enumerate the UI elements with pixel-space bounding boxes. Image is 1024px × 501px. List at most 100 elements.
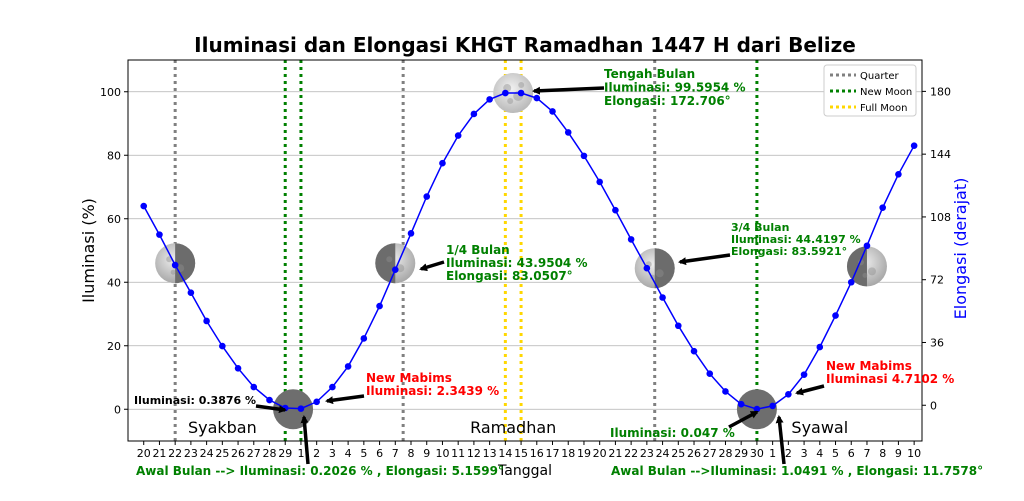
annotation-text: 1/4 Bulan [446, 243, 510, 257]
x-tick-label: 9 [423, 447, 430, 460]
data-point [391, 266, 399, 274]
x-tick-label: 21 [152, 447, 166, 460]
y-tick-label: 0 [114, 403, 121, 416]
x-tick-label: 12 [467, 447, 481, 460]
data-point [643, 264, 651, 272]
x-tick-label: 11 [451, 447, 465, 460]
x-tick-label: 7 [392, 447, 399, 460]
x-tick-label: 22 [624, 447, 638, 460]
data-point [674, 322, 682, 330]
data-point [800, 371, 808, 378]
data-point [171, 261, 179, 269]
annotation-text: New Mabims [366, 371, 452, 385]
annotation-text: Iluminasi: 43.9504 % [446, 256, 587, 270]
x-tick-label: 4 [816, 447, 823, 460]
x-tick-label: 18 [561, 447, 575, 460]
annotation-arrow [532, 86, 605, 95]
y-tick-label: 40 [107, 276, 121, 289]
data-point [549, 108, 556, 115]
y2-tick-label: 0 [930, 399, 937, 412]
data-point [627, 236, 635, 243]
legend-label: New Moon [860, 87, 912, 98]
data-point [329, 383, 336, 391]
x-tick-label: 3 [801, 447, 808, 460]
x-tick-label: 1 [297, 447, 304, 460]
y-tick-label: 20 [107, 340, 121, 353]
x-tick-label: 7 [863, 447, 870, 460]
x-tick-label: 17 [546, 447, 560, 460]
annotation-arrow [728, 410, 759, 429]
annotation-arrow [795, 384, 825, 396]
annotation-text: Iluminasi: 2.3439 % [366, 384, 499, 398]
data-point [832, 312, 839, 319]
y2-tick-label: 144 [930, 148, 951, 161]
data-point [722, 388, 729, 395]
x-tick-label: 20 [593, 447, 607, 460]
x-tick-label: 5 [832, 447, 839, 460]
data-point [219, 342, 226, 350]
x-tick-label: 26 [231, 447, 245, 460]
data-point [486, 96, 493, 103]
data-point [596, 178, 603, 186]
annotation-text: Elongasi: 172.706° [604, 94, 731, 108]
y-tick-label: 60 [107, 213, 121, 226]
data-point [470, 110, 478, 118]
data-point [816, 343, 824, 351]
data-point [612, 206, 619, 214]
x-tick-label: 6 [376, 447, 383, 460]
data-point [564, 129, 572, 136]
data-point [376, 302, 383, 310]
legend-box [823, 64, 917, 117]
annotation-text: Iluminasi: 0.3876 % [134, 394, 256, 407]
data-point [895, 171, 902, 178]
data-point [580, 152, 588, 160]
data-point [140, 202, 148, 210]
data-point [533, 94, 541, 102]
y2-tick-label: 180 [930, 85, 951, 98]
data-point [706, 370, 714, 377]
x-tick-label: 8 [879, 447, 886, 460]
data-point [250, 383, 258, 391]
data-point [297, 405, 305, 412]
x-axis-label: Tanggal [497, 463, 552, 479]
data-point [785, 390, 792, 398]
y-tick-label: 80 [107, 149, 121, 162]
data-point [502, 89, 509, 97]
annotation-text: Iluminasi 4.7102 % [826, 372, 954, 386]
data-point [847, 278, 855, 286]
month-label: Ramadhan [470, 418, 556, 437]
annotation-text: Awal Bulan --> Iluminasi: 0.2026 % , Elo… [136, 464, 504, 478]
x-tick-label: 16 [530, 447, 544, 460]
x-tick-label: 2 [313, 447, 320, 460]
data-point [439, 159, 446, 167]
annotation-text: Iluminasi: 99.5954 % [604, 81, 745, 95]
x-tick-label: 15 [514, 447, 528, 460]
x-tick-label: 1 [769, 447, 776, 460]
x-tick-label: 5 [360, 447, 367, 460]
x-tick-label: 27 [247, 447, 261, 460]
annotation-text: Tengah Bulan [604, 67, 695, 81]
data-point [313, 398, 320, 406]
data-point [156, 231, 163, 238]
plot-frame [127, 59, 923, 442]
x-tick-label: 2 [785, 447, 792, 460]
data-point [407, 230, 415, 237]
x-tick-label: 25 [671, 447, 685, 460]
x-tick-label: 28 [263, 447, 277, 460]
data-point [737, 400, 745, 408]
x-tick-label: 26 [687, 447, 701, 460]
moon-icon [634, 248, 675, 289]
y-tick-label: 100 [100, 86, 121, 99]
x-tick-label: 10 [907, 447, 921, 460]
x-tick-label: 8 [408, 447, 415, 460]
x-tick-label: 21 [608, 447, 622, 460]
data-point [187, 289, 195, 297]
data-point [360, 335, 368, 342]
data-point [203, 317, 210, 325]
data-point [910, 142, 918, 150]
data-point [690, 347, 698, 355]
y2-tick-label: 108 [930, 211, 951, 224]
annotation-text: 3/4 Bulan [731, 221, 789, 234]
chart-title: Iluminasi dan Elongasi KHGT Ramadhan 144… [194, 33, 856, 57]
